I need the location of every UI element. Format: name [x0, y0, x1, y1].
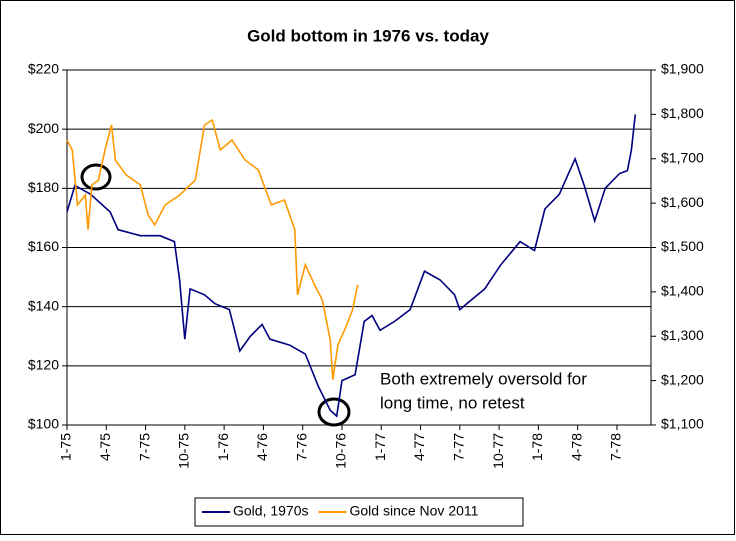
y-tick-label: $100: [28, 416, 59, 432]
y-tick-label: $160: [28, 238, 59, 254]
x-tick-label: 7-75: [136, 433, 152, 461]
x-tick-label: 1-77: [372, 433, 388, 461]
x-tick-label: 10-76: [333, 433, 349, 469]
y-tick-label: $200: [28, 120, 59, 136]
y2-tick-label: $1,600: [661, 194, 704, 210]
x-tick-label: 7-77: [451, 433, 467, 461]
y-tick-label: $120: [28, 357, 59, 373]
series-line: [66, 118, 359, 380]
y2-tick-label: $1,800: [661, 105, 704, 121]
x-tick-label: 4-78: [568, 433, 584, 461]
x-tick-label: 1-78: [529, 433, 545, 461]
highlight-circle: [80, 163, 112, 191]
legend-label: Gold since Nov 2011: [350, 503, 479, 519]
x-tick-label: 10-75: [176, 433, 192, 469]
y2-tick-label: $1,500: [661, 238, 704, 254]
series-line: [66, 114, 637, 418]
legend-label: Gold, 1970s: [233, 503, 309, 519]
y2-tick-label: $1,200: [661, 371, 704, 387]
x-tick-label: 4-75: [97, 433, 113, 461]
x-tick-label: 7-76: [293, 433, 309, 461]
x-tick-label: 4-76: [254, 433, 270, 461]
legend: [194, 497, 524, 527]
y2-tick-label: $1,700: [661, 149, 704, 165]
y2-tick-label: $1,400: [661, 283, 704, 299]
chart-title: Gold bottom in 1976 vs. today: [247, 26, 489, 45]
y-tick-label: $180: [28, 179, 59, 195]
y2-tick-label: $1,300: [661, 327, 704, 343]
annotation: Both extremely oversold for: [380, 369, 587, 388]
y-tick-label: $140: [28, 297, 59, 313]
x-tick-label: 1-76: [215, 433, 231, 461]
y2-tick-label: $1,900: [661, 61, 704, 77]
annotation: long time, no retest: [380, 393, 525, 412]
x-tick-label: 1-75: [58, 433, 74, 461]
y2-tick-label: $1,100: [661, 416, 704, 432]
x-tick-label: 4-77: [411, 433, 427, 461]
y-tick-label: $220: [28, 61, 59, 77]
x-tick-label: 10-77: [490, 433, 506, 469]
x-tick-label: 7-78: [608, 433, 624, 461]
